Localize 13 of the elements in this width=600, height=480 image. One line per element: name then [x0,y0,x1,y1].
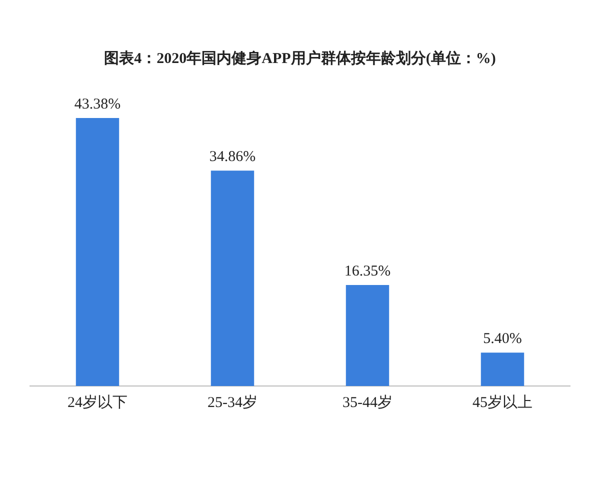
data-label: 34.86% [209,149,256,166]
chart-title: 图表4：2020年国内健身APP用户群体按年龄划分(单位：%) [104,48,496,67]
data-label: 5.40% [483,331,522,348]
data-label: 43.38% [74,96,121,112]
data-label: 16.35% [344,263,391,280]
bar [76,118,120,386]
x-tick-label: 25-34岁 [208,394,258,411]
x-tick-label: 35-44岁 [342,394,392,411]
x-tick-label: 24岁以下 [68,394,128,411]
bar [346,284,390,386]
x-tick-label: 45岁以上 [472,394,532,411]
bar [210,170,254,386]
bar [480,352,524,386]
